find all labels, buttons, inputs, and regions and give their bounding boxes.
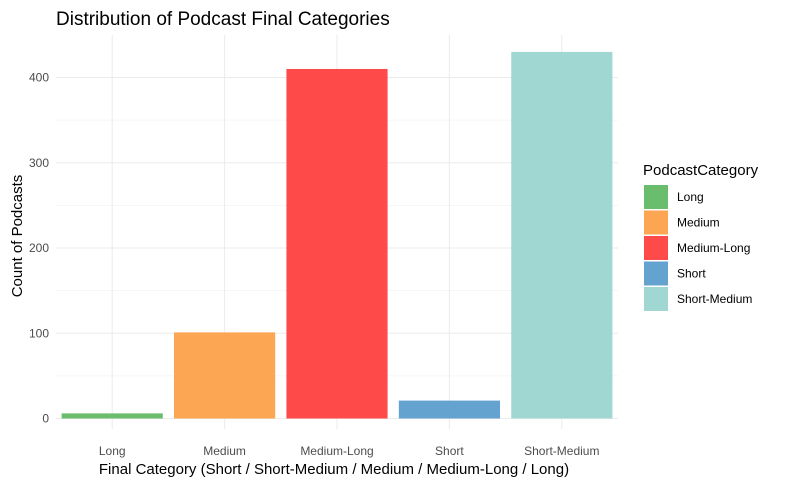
y-axis-ticks: 0 100 200 300 400 [29,71,49,426]
x-axis-ticks: Long Medium Medium-Long Short Short-Medium [99,444,600,458]
y-tick-label: 0 [42,412,49,426]
legend-title: PodcastCategory [643,162,759,179]
x-axis-title: Final Category (Short / Short-Medium / M… [99,461,569,478]
bar-long [61,413,163,419]
bars [61,51,613,419]
x-tick-label: Long [99,444,126,458]
legend-label: Medium [677,216,720,230]
x-tick-label: Short [435,444,464,458]
x-tick-label: Medium-Long [300,444,373,458]
x-tick-label: Short-Medium [524,444,599,458]
bar-short [398,400,500,419]
legend-key-short [644,261,668,286]
legend-key-long [644,185,668,209]
legend-key-short-medium [644,287,668,311]
y-axis-title: Count of Podcasts [9,175,26,298]
y-tick-label: 100 [29,326,49,340]
bar-short-medium [511,51,613,419]
bar-medium [174,332,276,419]
y-tick-label: 400 [29,71,49,85]
legend-key-medium [644,210,668,235]
x-tick-label: Medium [203,444,246,458]
y-tick-label: 200 [29,241,49,255]
bar-medium-long [286,68,388,419]
legend-label: Short [677,267,706,281]
legend-label: Short-Medium [677,292,752,306]
legend-label: Medium-Long [677,241,750,255]
y-tick-label: 300 [29,156,49,170]
chart-title: Distribution of Podcast Final Categories [56,9,390,30]
legend: PodcastCategory Long Medium Medium-Long Sho… [643,162,759,311]
legend-label: Long [677,190,704,204]
legend-key-medium-long [644,236,668,260]
